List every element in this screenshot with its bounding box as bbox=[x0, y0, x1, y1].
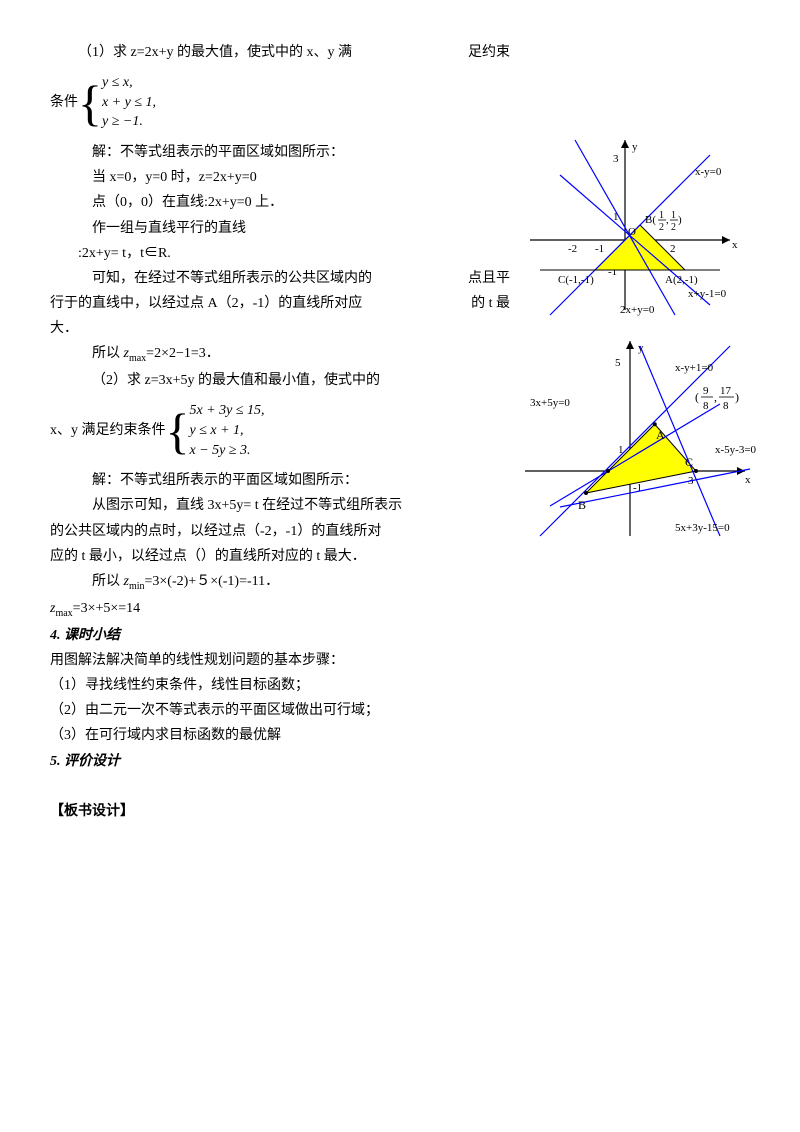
svg-text:x-y+1=0: x-y+1=0 bbox=[675, 362, 714, 374]
svg-text:2: 2 bbox=[659, 222, 664, 233]
svg-text:3x+5y=0: 3x+5y=0 bbox=[530, 397, 570, 409]
summary-h1: 4. 课时小结 bbox=[50, 623, 750, 648]
svg-text:x: x bbox=[732, 239, 738, 251]
svg-text:5x+3y-15=0: 5x+3y-15=0 bbox=[675, 522, 730, 534]
p2-sol-l6: zmax=3×+5×=14 bbox=[50, 596, 750, 623]
svg-text:2x+y=0: 2x+y=0 bbox=[620, 304, 655, 316]
svg-text:A(2,-1): A(2,-1) bbox=[665, 274, 698, 286]
sol-l6b: 的 t 最 bbox=[471, 291, 510, 316]
svg-text:,: , bbox=[666, 214, 669, 226]
svg-text:C: C bbox=[685, 455, 693, 469]
svg-text:x-5y-3=0: x-5y-3=0 bbox=[715, 444, 757, 456]
svg-text:1: 1 bbox=[659, 210, 664, 221]
brace-icon: { bbox=[78, 78, 102, 128]
svg-text:2: 2 bbox=[671, 222, 676, 233]
sol-l6a: 行于的直线中，以经过点 A（2，-1）的直线所对应 bbox=[50, 291, 362, 316]
svg-text:y: y bbox=[632, 141, 638, 153]
svg-text:B: B bbox=[578, 498, 586, 512]
svg-text:,: , bbox=[714, 390, 717, 404]
sol-l5a: 可知，在经过不等式组所表示的公共区域内的 bbox=[50, 266, 372, 291]
svg-text:A: A bbox=[656, 428, 665, 442]
q1-c1: y ≤ x, bbox=[102, 73, 156, 93]
q1-c2: x + y ≤ 1, bbox=[102, 93, 156, 113]
document-body: y x 3 1 -2 -1 1 2 -1 x-y=0 O B( 1 2 , 1 bbox=[50, 40, 750, 824]
q1-line1b: 足约束 bbox=[468, 40, 510, 65]
q1-line1a: （1）求 z=2x+y 的最大值，使式中的 x、y 满 bbox=[50, 40, 352, 65]
brace-icon-2: { bbox=[166, 406, 190, 456]
svg-text:3: 3 bbox=[613, 153, 619, 165]
q2-cond-prefix: x、y 满足约束条件 bbox=[50, 418, 166, 443]
svg-text:x: x bbox=[745, 474, 751, 486]
svg-text:17: 17 bbox=[720, 385, 732, 397]
graph-2: y x 5 1 -1 3 -1 O x-y+1=0 3x+5y=0 ( 9 bbox=[520, 331, 750, 550]
p2-sol-l5: 所以 zmin=3×(-2)+５×(-1)=-11． bbox=[50, 569, 750, 596]
q1-c3: y ≥ −1. bbox=[102, 112, 156, 132]
svg-text:1: 1 bbox=[671, 210, 676, 221]
graph-1-svg: y x 3 1 -2 -1 1 2 -1 x-y=0 O B( 1 2 , 1 bbox=[520, 130, 750, 320]
svg-text:B(: B( bbox=[645, 214, 656, 226]
svg-text:5: 5 bbox=[615, 357, 621, 369]
sol-l5b: 点且平 bbox=[468, 266, 510, 291]
q2-c3: x − 5y ≥ 3. bbox=[190, 441, 265, 461]
svg-text:9: 9 bbox=[703, 385, 709, 397]
summary-h3: 【板书设计】 bbox=[50, 799, 750, 824]
summary-h2: 5. 评价设计 bbox=[50, 749, 750, 774]
svg-text:(: ( bbox=[695, 390, 699, 404]
svg-text:1: 1 bbox=[618, 444, 624, 456]
svg-text:O: O bbox=[628, 226, 636, 238]
graph-1: y x 3 1 -2 -1 1 2 -1 x-y=0 O B( 1 2 , 1 bbox=[520, 130, 750, 329]
summary-s1: 用图解法解决简单的线性规划问题的基本步骤： bbox=[50, 648, 750, 673]
summary-s4: （3）在可行域内求目标函数的最优解 bbox=[50, 723, 750, 748]
svg-text:-1: -1 bbox=[595, 243, 604, 255]
q1-cond-prefix: 条件 bbox=[50, 90, 78, 115]
svg-text:): ) bbox=[735, 390, 739, 404]
summary-s2: （1）寻找线性约束条件，线性目标函数； bbox=[50, 673, 750, 698]
svg-text:-2: -2 bbox=[568, 243, 577, 255]
svg-text:8: 8 bbox=[703, 400, 709, 412]
summary-s3: （2）由二元一次不等式表示的平面区域做出可行域； bbox=[50, 698, 750, 723]
svg-text:2: 2 bbox=[670, 243, 676, 255]
q2-c1: 5x + 3y ≤ 15, bbox=[190, 401, 265, 421]
svg-text:x+y-1=0: x+y-1=0 bbox=[688, 288, 727, 300]
graph-2-svg: y x 5 1 -1 3 -1 O x-y+1=0 3x+5y=0 ( 9 bbox=[520, 331, 760, 541]
svg-text:x-y=0: x-y=0 bbox=[695, 166, 722, 178]
q2-c2: y ≤ x + 1, bbox=[190, 421, 265, 441]
svg-text:8: 8 bbox=[723, 400, 729, 412]
svg-text:): ) bbox=[678, 214, 682, 226]
svg-text:C(-1,-1): C(-1,-1) bbox=[558, 274, 594, 286]
